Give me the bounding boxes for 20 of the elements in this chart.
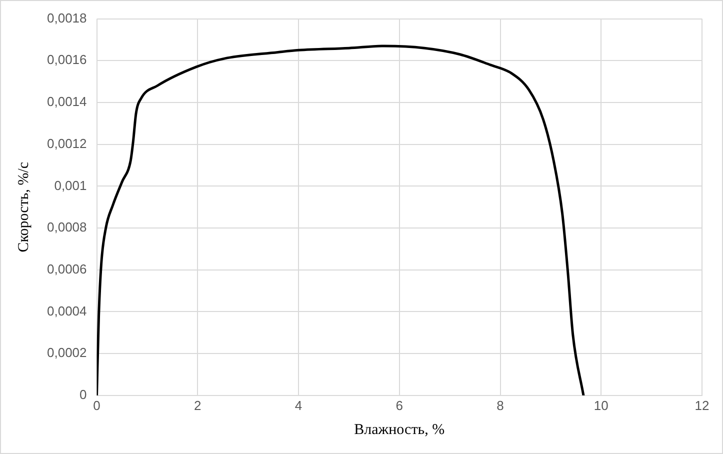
y-tick-label: 0,0014: [46, 94, 87, 110]
y-tick-label: 0,0012: [46, 136, 87, 151]
x-tick-label: 10: [594, 398, 608, 413]
x-tick-label: 12: [694, 398, 710, 413]
y-tick-label: 0,0018: [46, 10, 87, 26]
y-tick-label: 0: [80, 386, 87, 402]
x-tick-label: 6: [396, 398, 403, 413]
y-tick-label: 0,0004: [46, 303, 87, 318]
x-tick-label: 2: [194, 398, 202, 413]
y-axis-title: Скорость, %/с: [16, 162, 32, 252]
y-tick-label: 0,0006: [46, 261, 87, 276]
x-tick-label: 8: [496, 398, 504, 413]
x-tick-label: 0: [93, 398, 100, 413]
y-tick-label: 0,0002: [46, 345, 87, 360]
x-tick-label: 4: [294, 398, 302, 413]
line-series: [96, 44, 585, 396]
y-tick-label: 0,0008: [46, 220, 87, 235]
y-tick-label: 0,0016: [46, 52, 87, 68]
y-tick-label: 0,001: [54, 178, 87, 193]
x-axis-title: Влажность, %: [354, 422, 445, 438]
